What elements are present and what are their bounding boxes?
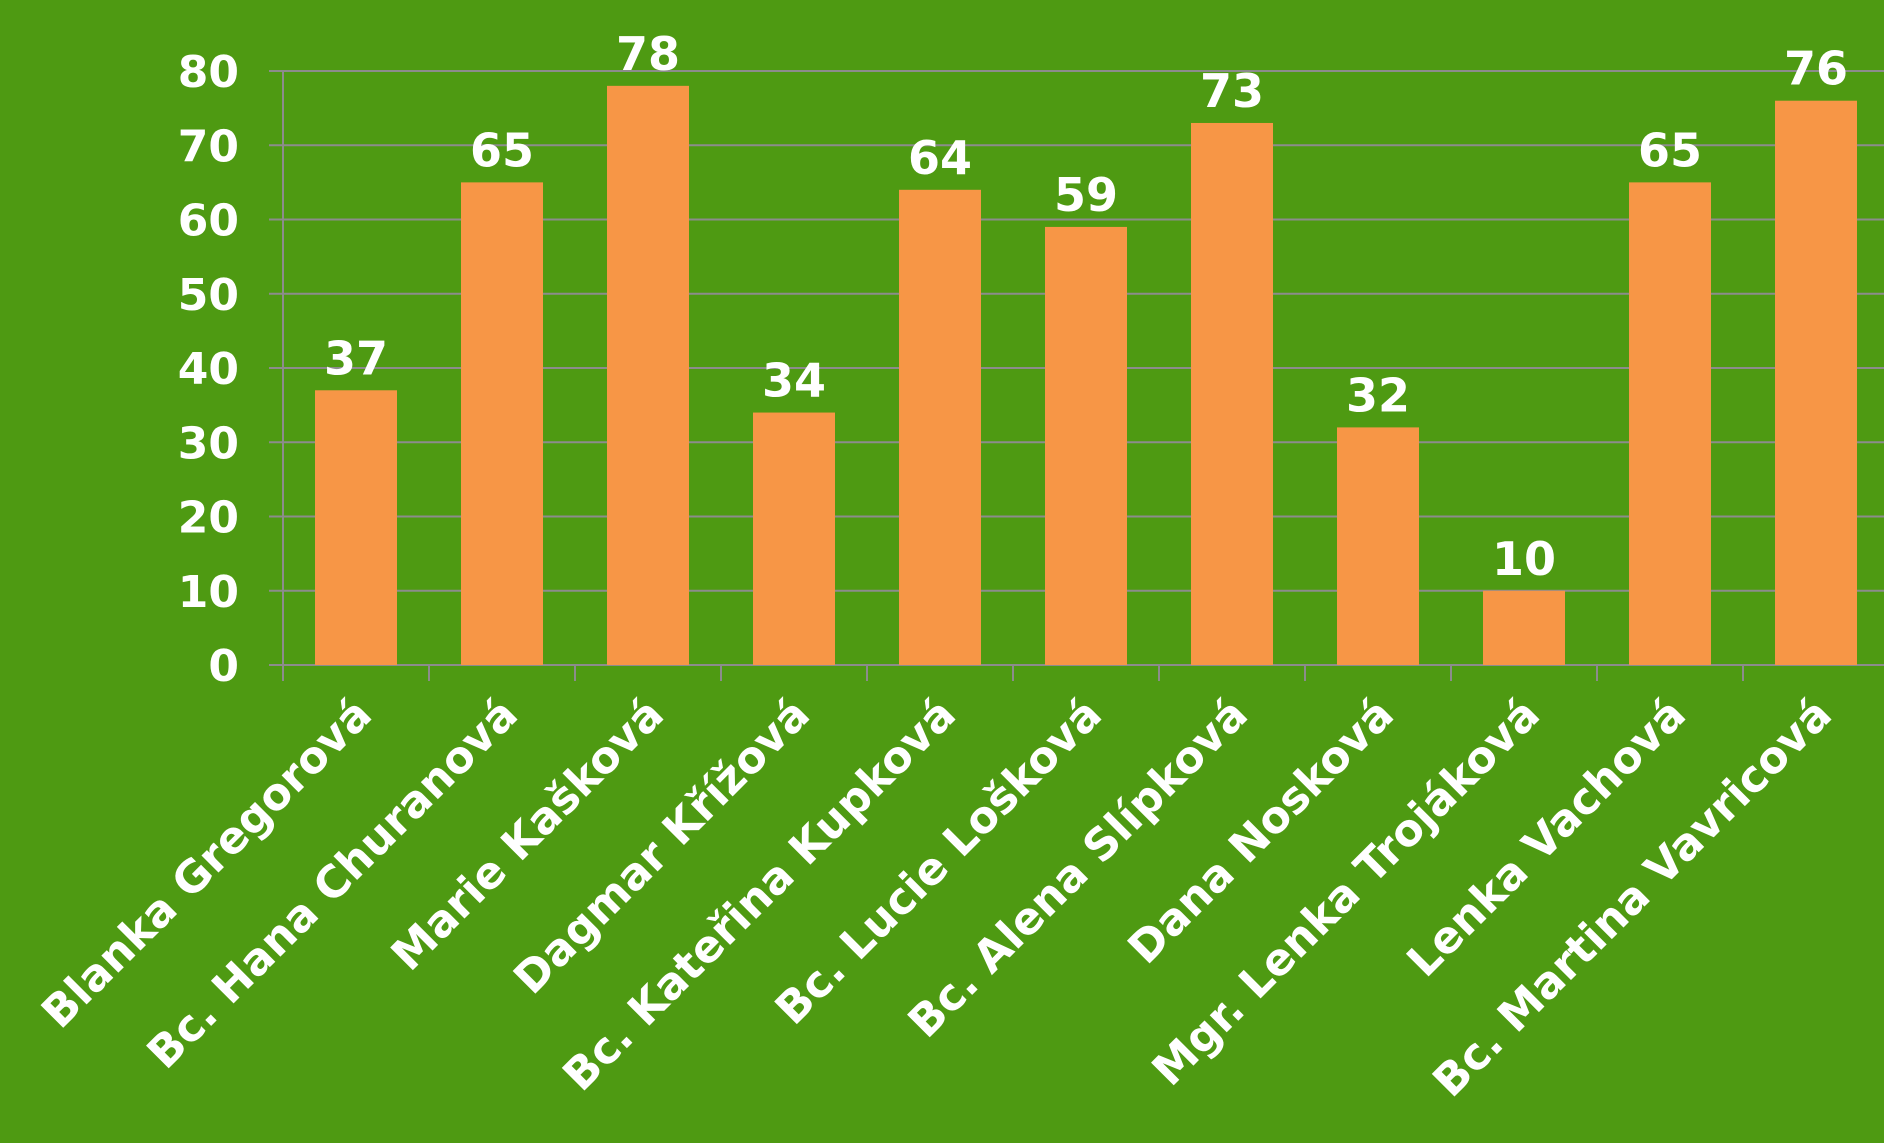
data-label: 65 (1638, 123, 1702, 177)
bar (461, 182, 543, 665)
y-tick-label: 30 (178, 418, 239, 469)
bar (1483, 590, 1565, 665)
data-label: 73 (1200, 64, 1264, 118)
bar (1337, 427, 1419, 665)
bar (1191, 122, 1273, 666)
bar (753, 412, 835, 665)
bar (607, 85, 689, 666)
bar (1045, 226, 1127, 666)
y-tick-label: 20 (178, 493, 239, 544)
y-tick-label: 40 (178, 344, 239, 395)
y-tick-label: 60 (178, 196, 239, 247)
data-label: 65 (470, 123, 534, 177)
data-label: 59 (1054, 168, 1118, 222)
bars (315, 85, 1857, 666)
bar (899, 189, 981, 666)
data-label: 64 (908, 131, 972, 185)
data-label: 10 (1492, 532, 1556, 586)
y-axis-tick-labels: 0 10 20 30 40 50 60 70 80 (178, 47, 239, 692)
data-label: 78 (616, 27, 680, 81)
bar (1629, 182, 1711, 665)
y-tick-label: 70 (178, 121, 239, 172)
y-tick-label: 0 (208, 641, 239, 692)
bar (1775, 100, 1857, 665)
y-tick-label: 80 (178, 47, 239, 98)
data-label: 76 (1784, 42, 1848, 96)
data-label: 34 (762, 354, 826, 408)
bar (315, 390, 397, 665)
y-tick-label: 10 (178, 567, 239, 618)
data-labels: 37 65 78 34 64 59 73 32 10 65 76 (324, 27, 1848, 586)
y-tick-label: 50 (178, 270, 239, 321)
data-label: 37 (324, 331, 388, 385)
data-label: 32 (1346, 368, 1410, 422)
